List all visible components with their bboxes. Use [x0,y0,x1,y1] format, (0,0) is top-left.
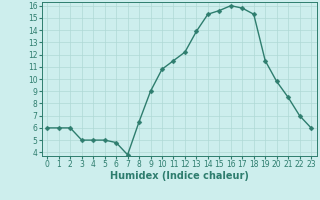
X-axis label: Humidex (Indice chaleur): Humidex (Indice chaleur) [110,171,249,181]
